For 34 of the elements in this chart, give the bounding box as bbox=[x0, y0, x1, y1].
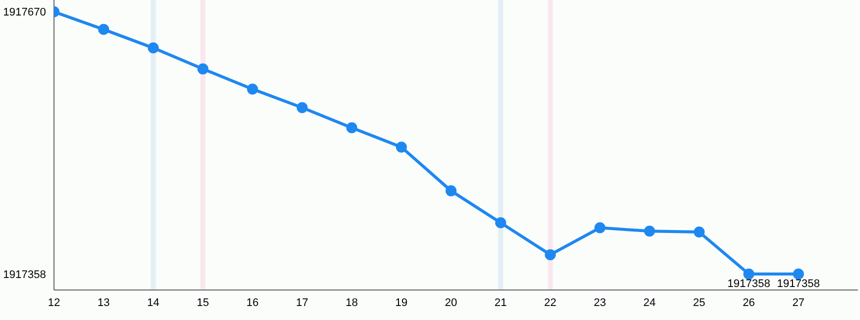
point bbox=[247, 84, 258, 95]
x-tick-label: 20 bbox=[444, 296, 458, 309]
point bbox=[544, 249, 556, 260]
x-tick-label: 25 bbox=[693, 296, 706, 309]
x-tick-label: 27 bbox=[792, 296, 805, 309]
point bbox=[148, 42, 159, 54]
y-tick-label: 1917670 bbox=[3, 6, 46, 19]
point bbox=[694, 226, 705, 238]
point bbox=[594, 222, 606, 234]
point bbox=[644, 226, 656, 237]
point bbox=[346, 122, 358, 134]
x-tick-label: 16 bbox=[246, 296, 259, 309]
x-tick-label: 23 bbox=[594, 296, 606, 309]
x-tick-label: 13 bbox=[98, 296, 110, 309]
point bbox=[396, 142, 407, 153]
data-label: 1917358 bbox=[777, 278, 820, 290]
x-tick-label: 22 bbox=[544, 296, 556, 309]
point bbox=[743, 268, 754, 280]
point bbox=[197, 63, 208, 74]
x-tick-label: 12 bbox=[48, 296, 60, 309]
point bbox=[296, 102, 308, 114]
x-tick-label: 26 bbox=[742, 296, 755, 309]
x-tick-label: 17 bbox=[296, 296, 308, 309]
point bbox=[495, 217, 506, 228]
x-tick-label: 24 bbox=[643, 296, 656, 309]
point bbox=[98, 24, 110, 35]
x-tick-label: 15 bbox=[196, 296, 210, 309]
data-label: 1917358 bbox=[727, 278, 770, 290]
x-tick-label: 19 bbox=[395, 296, 408, 309]
point bbox=[446, 185, 457, 196]
point bbox=[792, 268, 804, 280]
x-tick-label: 18 bbox=[346, 296, 358, 309]
x-tick-label: 14 bbox=[147, 296, 160, 309]
x-tick-label: 21 bbox=[494, 296, 507, 309]
